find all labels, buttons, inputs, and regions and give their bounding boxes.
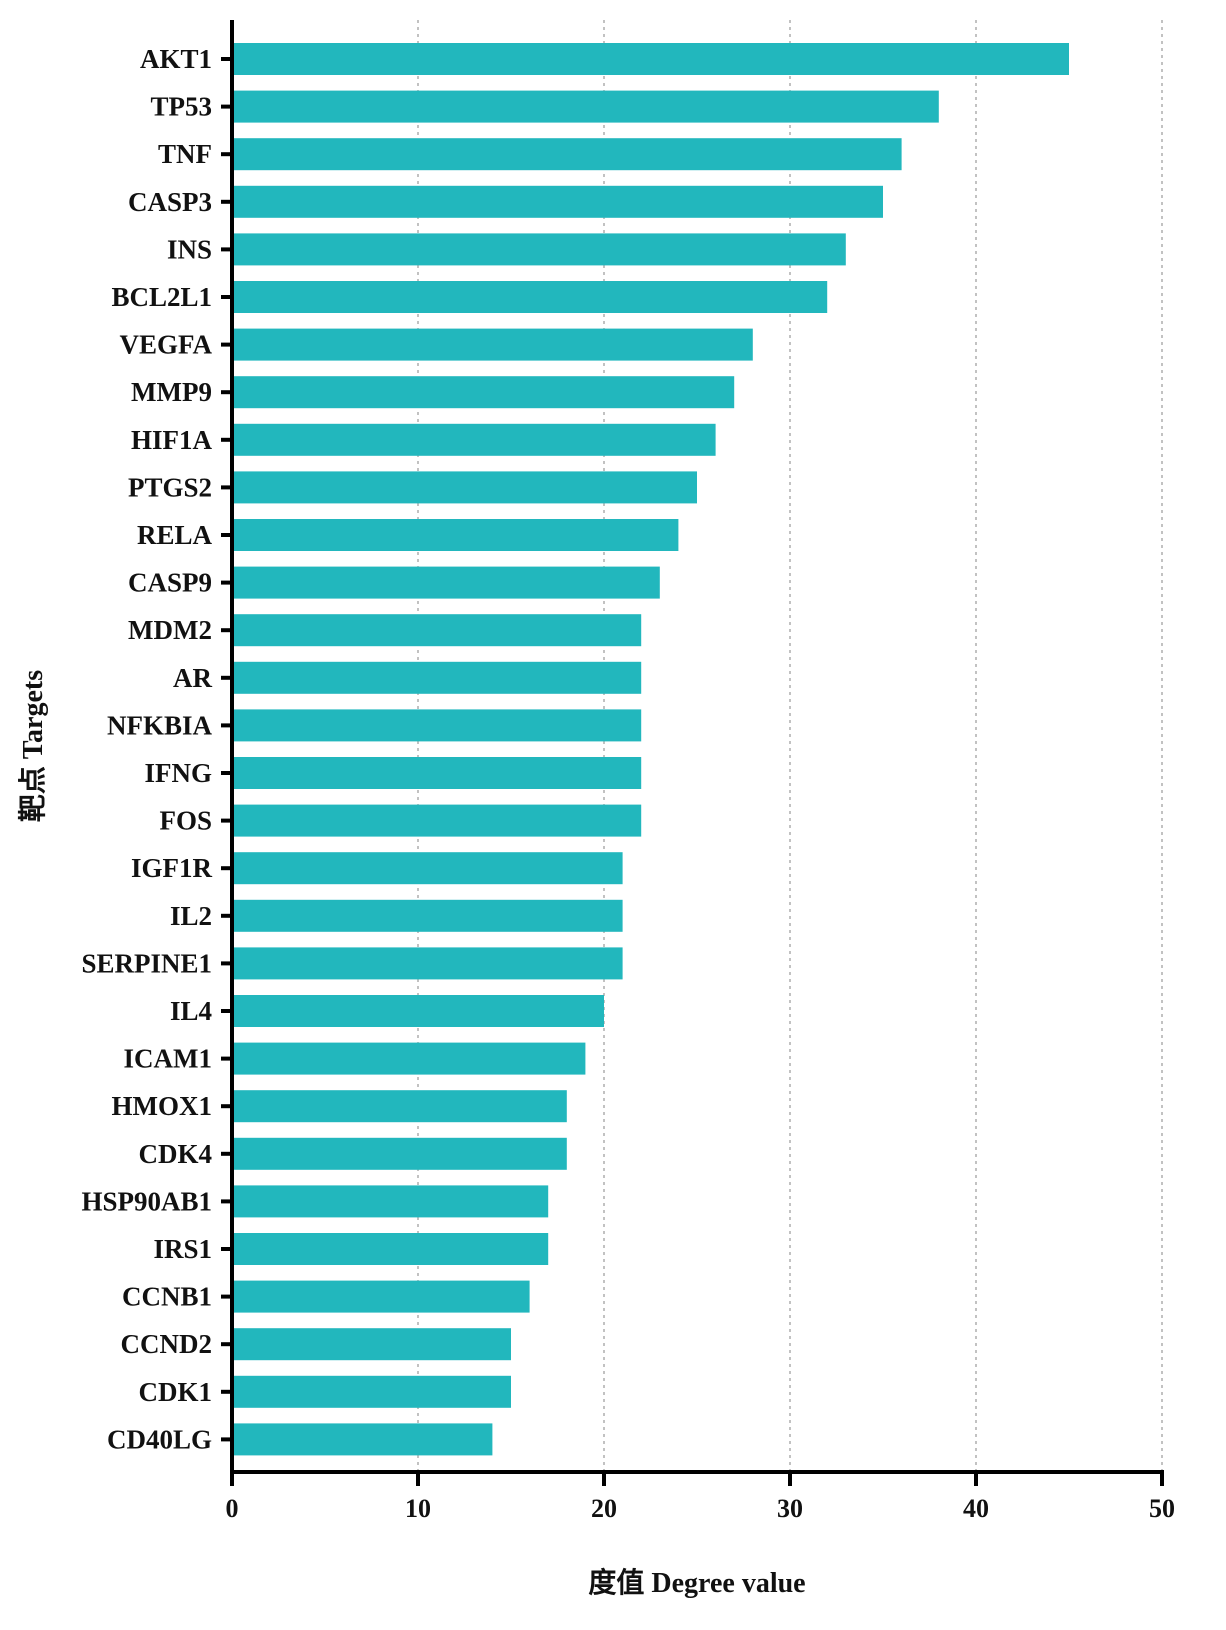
bar-casp9: [232, 566, 660, 599]
x-tick-label: 30: [777, 1494, 803, 1523]
category-label: HMOX1: [112, 1091, 213, 1121]
bar-hif1a: [232, 423, 716, 456]
category-label: SERPINE1: [81, 948, 212, 978]
bar-akt1: [232, 43, 1069, 75]
bar-ptgs2: [232, 471, 697, 504]
category-label: CDK4: [139, 1139, 213, 1169]
category-label: HSP90AB1: [81, 1186, 212, 1216]
category-label: CDK1: [139, 1377, 213, 1407]
x-tick-label: 40: [963, 1494, 989, 1523]
category-label: CASP9: [128, 568, 212, 598]
category-label: RELA: [137, 520, 213, 550]
bar-cdk4: [232, 1137, 567, 1170]
bar-bcl2l1: [232, 281, 828, 313]
category-label: CD40LG: [107, 1424, 212, 1454]
category-label: CASP3: [128, 187, 212, 217]
bars: [232, 43, 1069, 1456]
bar-fos: [232, 804, 642, 837]
bar-rela: [232, 519, 679, 551]
bar-mmp9: [232, 376, 735, 409]
category-label: IRS1: [153, 1234, 212, 1264]
bar-ins: [232, 233, 846, 266]
category-label: MMP9: [131, 377, 212, 407]
bar-ifng: [232, 757, 642, 789]
x-axis-ticks: 0 10 20 30 40 50: [226, 1472, 1175, 1523]
bar-icam1: [232, 1042, 586, 1075]
axes: [230, 20, 1164, 1474]
bar-hmox1: [232, 1090, 567, 1123]
category-label: HIF1A: [131, 425, 213, 455]
bar-cd40lg: [232, 1423, 493, 1456]
category-label: TP53: [150, 92, 212, 122]
bar-ar: [232, 661, 642, 694]
x-tick-label: 20: [591, 1494, 617, 1523]
category-label: IL2: [170, 901, 212, 931]
y-axis-title: 靶点 Targets: [17, 670, 49, 822]
bar-hsp90ab1: [232, 1185, 549, 1218]
category-label: IGF1R: [131, 853, 213, 883]
y-axis-ticks: AKT1 TP53 TNF CASP3 INS BCL2L1 VEGFA MMP9 HIF1A P…: [81, 44, 232, 1454]
bar-tp53: [232, 90, 939, 123]
bar-vegfa: [232, 328, 753, 361]
bar-il2: [232, 899, 623, 932]
bar-ccnb1: [232, 1280, 530, 1313]
bar-casp3: [232, 185, 883, 218]
category-label: IFNG: [145, 758, 213, 788]
category-label: AKT1: [140, 44, 212, 74]
x-tick-label: 0: [226, 1494, 239, 1523]
category-label: ICAM1: [124, 1044, 213, 1074]
category-label: VEGFA: [120, 330, 213, 360]
category-label: AR: [173, 663, 212, 693]
category-label: CCNB1: [122, 1282, 212, 1312]
bar-mdm2: [232, 614, 642, 647]
bar-cdk1: [232, 1375, 511, 1408]
category-label: BCL2L1: [111, 282, 212, 312]
x-tick-label: 50: [1149, 1494, 1175, 1523]
category-label: IL4: [170, 996, 212, 1026]
category-label: CCND2: [121, 1329, 213, 1359]
bar-igf1r: [232, 852, 623, 885]
category-label: TNF: [158, 139, 212, 169]
bar-il4: [232, 995, 604, 1027]
bar-tnf: [232, 138, 902, 171]
bar-irs1: [232, 1233, 549, 1265]
category-label: INS: [167, 234, 212, 264]
bar-ccnd2: [232, 1328, 511, 1361]
bar-serpine1: [232, 947, 623, 980]
category-label: MDM2: [128, 615, 212, 645]
x-axis-title: 度值 Degree value: [588, 1567, 805, 1599]
category-label: NFKBIA: [107, 710, 213, 740]
category-label: PTGS2: [128, 472, 212, 502]
x-tick-label: 10: [405, 1494, 431, 1523]
bar-nfkbia: [232, 709, 642, 742]
category-label: FOS: [159, 806, 212, 836]
